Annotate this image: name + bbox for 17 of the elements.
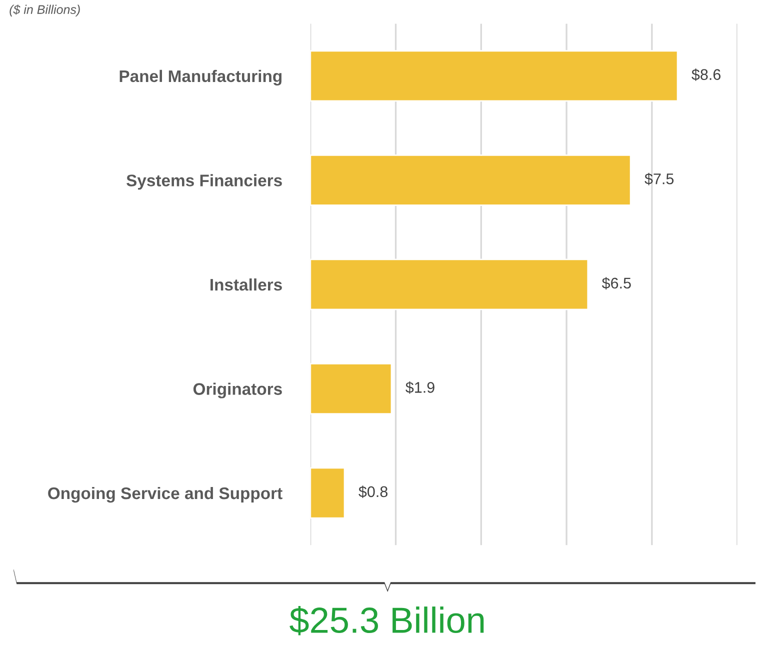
data-label: $8.6	[692, 68, 720, 81]
bar	[310, 363, 392, 414]
bar	[310, 467, 346, 519]
bar	[310, 258, 589, 310]
y-tick-label: Installers	[210, 278, 282, 291]
y-tick-label: Systems Financiers	[126, 174, 282, 190]
data-label: $7.5	[644, 172, 674, 186]
y-tick-label: Ongoing Service and Support	[48, 486, 282, 503]
data-label: $6.5	[602, 277, 631, 290]
data-label: $1.9	[406, 381, 434, 394]
text: ($ in Billions)	[10, 4, 80, 16]
bar	[310, 154, 632, 206]
text: $25.3 Billion	[290, 606, 484, 636]
data-label: $0.8	[358, 486, 388, 498]
y-tick-label: Panel Manufacturing	[120, 70, 282, 86]
y-tick-label: Originators	[193, 382, 282, 398]
bar	[310, 50, 678, 102]
